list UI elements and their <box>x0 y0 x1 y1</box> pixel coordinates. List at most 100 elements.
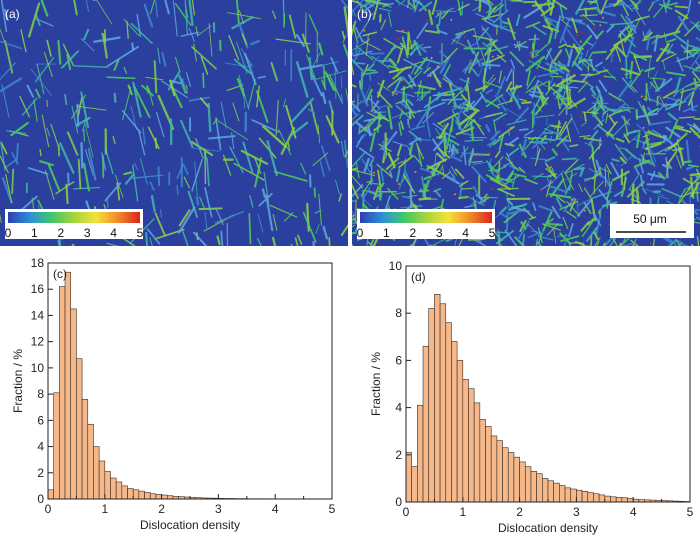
histogram-bar <box>525 467 531 502</box>
y-tick-label: 8 <box>395 306 402 320</box>
colorbar-tick: 4 <box>462 226 469 240</box>
x-axis-label: Dislocation density <box>140 518 240 532</box>
panel-label-b: (b) <box>357 7 372 21</box>
histogram-bar <box>128 489 134 499</box>
x-tick-label: 1 <box>459 505 466 519</box>
colorbar-tick: 3 <box>436 226 443 240</box>
histogram-bar <box>514 457 520 502</box>
histogram-bar <box>412 467 418 502</box>
colorbar-tick: 2 <box>57 226 64 240</box>
y-tick-label: 16 <box>31 282 45 296</box>
histogram-bar <box>116 482 122 499</box>
x-tick-label: 5 <box>329 502 336 516</box>
histogram-bar <box>417 405 423 502</box>
y-tick-label: 12 <box>31 335 45 349</box>
histogram-bar <box>593 494 599 502</box>
y-tick-label: 6 <box>395 353 402 367</box>
y-tick-label: 4 <box>395 401 402 415</box>
y-tick-label: 10 <box>31 361 45 375</box>
histogram-bar <box>457 360 463 502</box>
colorbar-tick: 2 <box>409 226 416 240</box>
panel-label: (d) <box>411 270 426 284</box>
histogram-bar <box>491 436 497 502</box>
y-tick-label: 2 <box>37 466 44 480</box>
x-tick-label: 0 <box>45 502 52 516</box>
histogram-bar <box>616 497 622 502</box>
histogram-bar <box>82 399 88 499</box>
histogram-bar <box>508 452 514 502</box>
colorbar <box>360 212 492 223</box>
x-tick-label: 2 <box>516 505 523 519</box>
histogram-bar <box>48 490 54 499</box>
x-tick-label: 2 <box>158 502 165 516</box>
histogram-bar <box>463 379 469 502</box>
histogram-bar <box>582 491 588 502</box>
histogram-bar <box>54 393 60 499</box>
histogram-bar <box>559 485 565 502</box>
panel-label-a: (a) <box>5 7 20 21</box>
histogram-bar <box>139 491 145 499</box>
histogram-bar <box>588 493 594 502</box>
histogram-bar <box>468 389 474 502</box>
y-tick-label: 0 <box>37 492 44 506</box>
x-tick-label: 3 <box>215 502 222 516</box>
histogram-bar <box>599 495 605 502</box>
histogram-bar <box>486 426 492 502</box>
histogram-bar <box>497 441 503 502</box>
x-tick-label: 3 <box>573 505 580 519</box>
histogram-bar <box>122 486 128 499</box>
histogram-bar <box>156 494 162 499</box>
histogram-bar <box>542 478 548 502</box>
colorbar-tick: 5 <box>489 226 496 240</box>
y-tick-label: 14 <box>31 308 45 322</box>
histogram-bar <box>76 359 82 499</box>
histogram-bar <box>429 308 435 502</box>
y-tick-label: 8 <box>37 387 44 401</box>
histogram-bar <box>110 478 116 499</box>
x-tick-label: 4 <box>272 502 279 516</box>
x-tick-label: 4 <box>630 505 637 519</box>
histogram-bar <box>474 403 480 502</box>
histogram-bar <box>65 272 71 499</box>
histogram-bar <box>571 489 577 502</box>
histogram-bar <box>93 447 99 499</box>
histogram-bar <box>480 419 486 502</box>
y-axis-label: Fraction / % <box>11 349 25 413</box>
histogram-bar <box>162 495 168 499</box>
histogram-bar <box>133 490 139 499</box>
histogram-bar <box>99 461 105 499</box>
histogram-bar <box>554 483 560 502</box>
histogram-bar <box>88 424 94 499</box>
histogram-bar <box>576 490 582 502</box>
histogram-bar <box>150 494 156 499</box>
y-tick-label: 18 <box>31 256 45 270</box>
x-tick-label: 5 <box>687 505 694 519</box>
histogram-bar <box>548 481 554 502</box>
x-axis-label: Dislocation density <box>498 521 598 535</box>
colorbar-tick: 0 <box>357 226 364 240</box>
histogram-bar <box>434 294 440 502</box>
histogram-bar <box>446 323 452 502</box>
colorbar-tick: 1 <box>31 226 38 240</box>
panel-label: (c) <box>53 267 67 281</box>
colorbar-tick: 0 <box>5 226 12 240</box>
histogram-bar <box>628 498 634 502</box>
histogram-bar <box>71 309 77 499</box>
histogram-bar <box>406 452 412 502</box>
histogram-bar <box>531 471 537 502</box>
histogram-bar <box>440 304 446 502</box>
histogram-bar <box>423 346 429 502</box>
x-tick-label: 1 <box>101 502 108 516</box>
histogram-bar <box>565 488 571 502</box>
colorbar <box>8 212 140 223</box>
histogram-bar <box>520 462 526 502</box>
colorbar-tick: 3 <box>84 226 91 240</box>
y-axis-label: Fraction / % <box>369 352 383 416</box>
histogram-bar <box>537 474 543 502</box>
scalebar-label: 50 μm <box>633 212 667 226</box>
